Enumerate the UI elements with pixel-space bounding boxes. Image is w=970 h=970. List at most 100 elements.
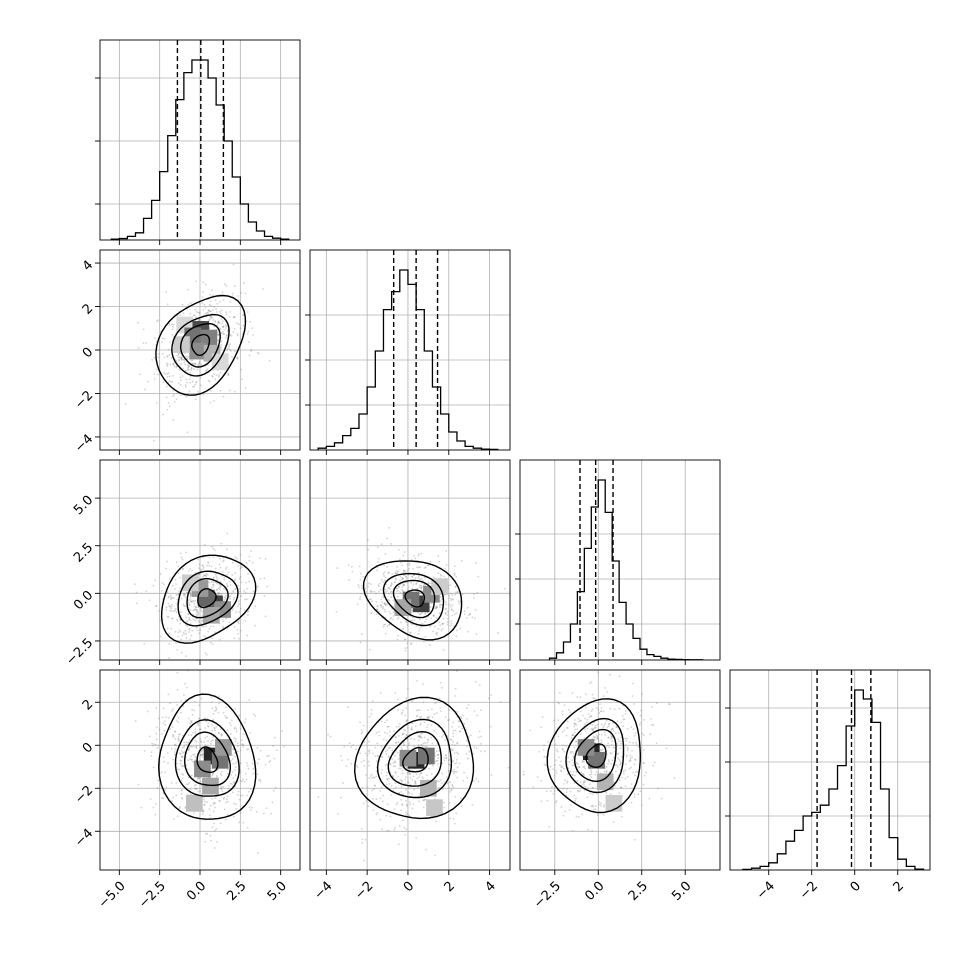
scatter-point: [573, 794, 576, 797]
scatter-point: [459, 730, 462, 733]
scatter-point: [182, 705, 185, 708]
scatter-point: [188, 717, 190, 720]
scatter-point: [197, 311, 200, 314]
scatter-point: [655, 702, 658, 705]
scatter-point: [586, 727, 589, 730]
scatter-point: [409, 631, 412, 634]
plot-area: [100, 460, 300, 660]
scatter-point: [395, 725, 398, 728]
scatter-point: [413, 554, 415, 557]
scatter-point: [235, 803, 237, 806]
scatter-point: [431, 742, 434, 745]
scatter-point: [273, 757, 276, 760]
scatter-point: [393, 808, 396, 811]
scatter-point: [584, 717, 586, 720]
scatter-point: [163, 729, 166, 732]
scatter-point: [208, 380, 211, 383]
scatter-point: [577, 790, 580, 793]
scatter-point: [443, 739, 446, 742]
scatter-point: [607, 725, 610, 727]
scatter-point: [194, 728, 197, 731]
histogram-step: [317, 269, 499, 450]
scatter-point: [471, 616, 474, 619]
scatter-point: [216, 579, 219, 582]
scatter-point: [369, 598, 372, 601]
scatter-point: [406, 581, 409, 584]
scatter-point: [633, 793, 636, 796]
scatter-point: [368, 749, 371, 752]
scatter-point: [220, 332, 223, 334]
scatter-point: [228, 316, 231, 318]
scatter-point: [582, 782, 585, 785]
scatter-point: [253, 598, 256, 601]
scatter-point: [187, 613, 189, 616]
scatter-point: [250, 550, 253, 552]
scatter-point: [198, 563, 201, 566]
scatter-point: [178, 733, 180, 736]
scatter-point: [405, 577, 408, 580]
scatter-point: [216, 331, 219, 334]
scatter-point: [231, 356, 233, 358]
scatter-point: [453, 822, 456, 825]
scatter-point: [212, 810, 215, 813]
scatter-point: [450, 748, 453, 750]
scatter-point: [240, 566, 243, 569]
scatter-point: [244, 598, 246, 601]
scatter-point: [249, 350, 252, 352]
scatter-point: [198, 567, 200, 570]
contour-2: [573, 728, 617, 783]
scatter-point: [378, 734, 381, 737]
scatter-point: [405, 799, 407, 802]
scatter-point: [406, 726, 409, 729]
scatter-point: [195, 280, 197, 283]
scatter-point: [383, 575, 385, 577]
scatter-point: [247, 610, 250, 612]
scatter-point: [220, 542, 223, 545]
scatter-point: [198, 360, 201, 363]
scatter-point: [185, 783, 188, 786]
scatter-point: [400, 798, 403, 801]
scatter-point: [167, 602, 170, 605]
scatter-point: [406, 642, 409, 645]
scatter-point: [154, 813, 157, 816]
scatter-point: [394, 572, 397, 574]
scatter-point: [143, 642, 146, 645]
scatter-point: [621, 714, 624, 717]
scatter-point: [168, 341, 171, 343]
scatter-point: [450, 608, 453, 611]
scatter-point: [604, 734, 607, 736]
scatter-point: [239, 629, 242, 632]
scatter-point: [164, 789, 167, 791]
scatter-point: [178, 752, 181, 755]
scatter-point: [178, 576, 181, 579]
scatter-point: [234, 726, 237, 729]
scatter-point: [359, 721, 361, 724]
scatter-point: [624, 710, 627, 712]
scatter-point: [183, 359, 186, 362]
scatter-point: [439, 681, 442, 684]
scatter-point: [222, 299, 225, 301]
scatter-point: [386, 829, 388, 832]
axes-frame: [309, 669, 511, 871]
panel-hist-2: [515, 459, 721, 665]
scatter-point: [369, 598, 371, 601]
scatter-point: [177, 635, 179, 638]
scatter-point: [610, 744, 613, 746]
scatter-point: [408, 771, 411, 774]
scatter-point: [469, 613, 471, 616]
scatter-point: [154, 743, 157, 746]
scatter-point: [343, 745, 346, 748]
scatter-point: [633, 734, 636, 737]
scatter-point: [174, 588, 177, 590]
scatter-point: [225, 716, 228, 719]
scatter-point: [189, 722, 192, 725]
scatter-point: [414, 557, 417, 560]
scatter-point: [368, 648, 371, 651]
scatter-point: [182, 567, 185, 570]
scatter-point: [231, 294, 234, 297]
contour-2: [387, 730, 442, 787]
scatter-point: [374, 784, 377, 787]
scatter-point: [234, 768, 236, 771]
scatter-point: [410, 611, 413, 614]
scatter-point: [552, 719, 555, 722]
